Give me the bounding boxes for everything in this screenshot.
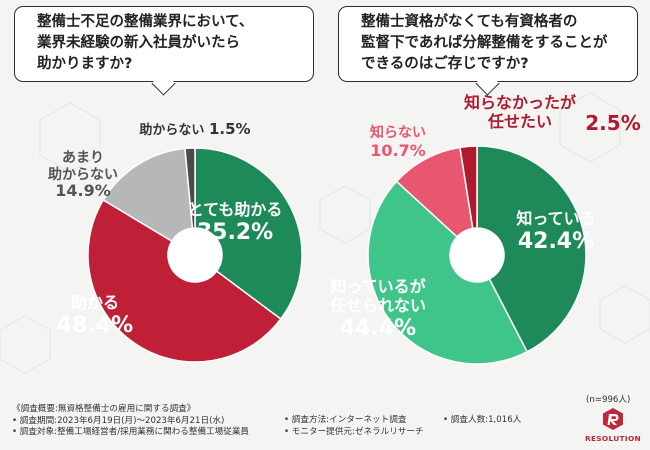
sample-size-note: (n=996人) bbox=[586, 395, 631, 405]
chart2-label-1-line1: 知っている bbox=[516, 209, 595, 228]
chart1-value-2: 48.4% bbox=[57, 313, 133, 338]
chart2-value-4: 2.5% bbox=[585, 111, 640, 135]
right-question-line1: 整備士資格がなくても有資格者の bbox=[361, 14, 578, 30]
survey-target: • 調査対象:整備工場経営者/採用業務に関わる整備工場従業員 bbox=[12, 427, 250, 437]
right-question-line3: できるのはご存じですか? bbox=[361, 56, 529, 72]
logo-text: RESOLUTION bbox=[584, 434, 642, 443]
chart2-value-3: 10.7% bbox=[370, 141, 426, 160]
chart2-label-4-line1: 知らなかったが bbox=[464, 93, 576, 112]
chart1-value-1: 35.2% bbox=[197, 220, 273, 245]
chart2-label-4-line2: 任せたい bbox=[487, 112, 552, 131]
chart1-label-4: 助からない 1.5% bbox=[139, 120, 250, 138]
right-question-bubble: 整備士資格がなくても有資格者の 監督下であれば分解整備をすることが できるのはご… bbox=[338, 6, 638, 96]
chart2-center-hole bbox=[450, 228, 504, 282]
chart1-value-3: 14.9% bbox=[55, 181, 111, 200]
right-question-line2: 監督下であれば分解整備をすることが bbox=[361, 35, 608, 51]
chart1-label-1-line1: とても助かる bbox=[188, 200, 283, 219]
chart2-label-3-line1: 知らない bbox=[370, 124, 426, 141]
chart1-value-4: 1.5% bbox=[209, 120, 251, 138]
chart1-center-hole bbox=[168, 228, 222, 282]
left-question-line1: 整備士不足の整備業界において、 bbox=[37, 14, 254, 30]
footer-left: 《調査概要:無資格整備士の雇用に関する調査》 • 調査期間:2023年6月19日… bbox=[12, 404, 249, 439]
chart2-value-2: 44.4% bbox=[340, 316, 416, 341]
survey-count: • 調査人数:1,016人 bbox=[443, 415, 522, 425]
left-question-bubble: 整備士不足の整備業界において、 業界未経験の新入社員がいたら 助かりますか? bbox=[14, 6, 314, 96]
left-question-line3: 助かりますか? bbox=[37, 56, 133, 72]
footer-middle: • 調査方法:インターネット調査 • モニター提供元:ゼネラルリサーチ bbox=[284, 415, 424, 438]
resolution-logo: RESOLUTION bbox=[580, 408, 646, 443]
survey-method: • 調査方法:インターネット調査 bbox=[284, 415, 407, 425]
footer-right: • 調査人数:1,016人 bbox=[443, 415, 521, 427]
survey-title: 《調査概要:無資格整備士の雇用に関する調査》 bbox=[12, 404, 196, 414]
survey-period: • 調査期間:2023年6月19日(月)〜2023年6月21日(水) bbox=[12, 415, 225, 426]
resolution-logo-icon bbox=[603, 408, 623, 430]
chart1-label-2-line1: 助かる bbox=[71, 293, 119, 312]
survey-provider: • モニター提供元:ゼネラルリサーチ bbox=[284, 426, 424, 437]
chart2-value-1: 42.4% bbox=[518, 229, 594, 254]
chart2-label-2-line2: 任せられない bbox=[329, 296, 426, 315]
left-question-line2: 業界未経験の新入社員がいたら bbox=[37, 35, 240, 51]
chart2-label-2-line1: 知っているが bbox=[330, 277, 425, 296]
chart1-label-3-line2: 助からない bbox=[48, 166, 118, 183]
chart1-label-3-line1: あまり bbox=[62, 150, 104, 166]
